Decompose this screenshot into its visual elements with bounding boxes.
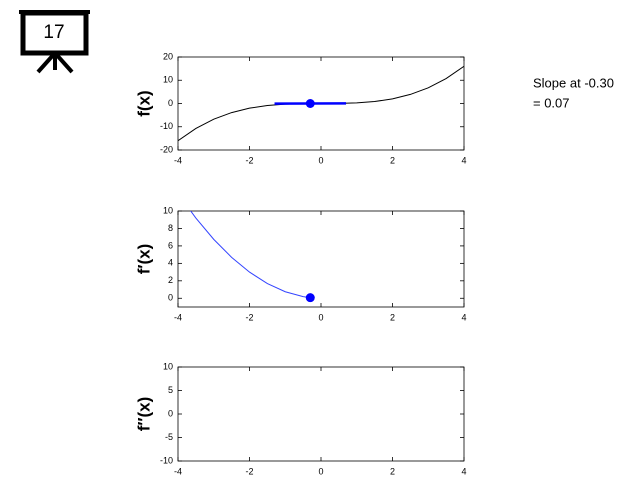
slide-icon: 17 (19, 10, 90, 74)
plot-lines (190, 211, 311, 299)
plot-area (177, 210, 465, 308)
y-tick-label: -20 (160, 144, 173, 154)
y-tick-label: -10 (160, 121, 173, 131)
y-tick-label: -5 (165, 432, 173, 442)
x-tick-label: 4 (461, 466, 466, 476)
axes: -4 -2 0 2 4 -10 -5 0 5 10 f″(x) (134, 361, 466, 476)
x-tick-label: -4 (174, 155, 182, 165)
y-tick-label: 0 (168, 408, 173, 418)
x-tick-label: -4 (174, 466, 182, 476)
x-tick-label: 2 (390, 312, 395, 322)
x-tick-label: 0 (318, 466, 323, 476)
axes: -4 -2 0 2 4 0 2 4 6 8 10 f′(x) (134, 205, 466, 322)
y-axis-label: f″(x) (134, 397, 153, 432)
x-tick-label: -4 (174, 312, 182, 322)
y-tick-label: 10 (163, 205, 173, 215)
y-tick-label: 10 (163, 75, 173, 85)
y-tick-label: 6 (168, 240, 173, 250)
x-tick-label: 0 (318, 155, 323, 165)
y-tick-label: 4 (168, 258, 173, 268)
slide-number: 17 (43, 22, 64, 43)
x-tick-label: 2 (390, 466, 395, 476)
plot-area (177, 366, 465, 462)
y-tick-label: 5 (168, 385, 173, 395)
y-tick-label: 0 (168, 293, 173, 303)
x-tick-label: 0 (318, 312, 323, 322)
y-tick-label: 10 (163, 361, 173, 371)
annotation: = 0.07 (533, 95, 570, 110)
curve (190, 211, 311, 299)
y-axis-label: f′(x) (134, 244, 153, 275)
annotation: Slope at -0.30 (533, 75, 614, 90)
y-tick-label: 2 (168, 275, 173, 285)
y-tick-label: 0 (168, 98, 173, 108)
x-tick-label: -2 (245, 155, 253, 165)
x-tick-label: -2 (245, 312, 253, 322)
y-tick-label: 20 (163, 51, 173, 61)
x-tick-label: 2 (390, 155, 395, 165)
y-axis-label: f(x) (134, 90, 153, 116)
x-tick-label: -2 (245, 466, 253, 476)
marker (305, 293, 315, 303)
y-tick-label: -10 (160, 455, 173, 465)
y-tick-label: 8 (168, 223, 173, 233)
x-tick-label: 4 (461, 155, 466, 165)
x-tick-label: 4 (461, 312, 466, 322)
marker (305, 99, 315, 108)
